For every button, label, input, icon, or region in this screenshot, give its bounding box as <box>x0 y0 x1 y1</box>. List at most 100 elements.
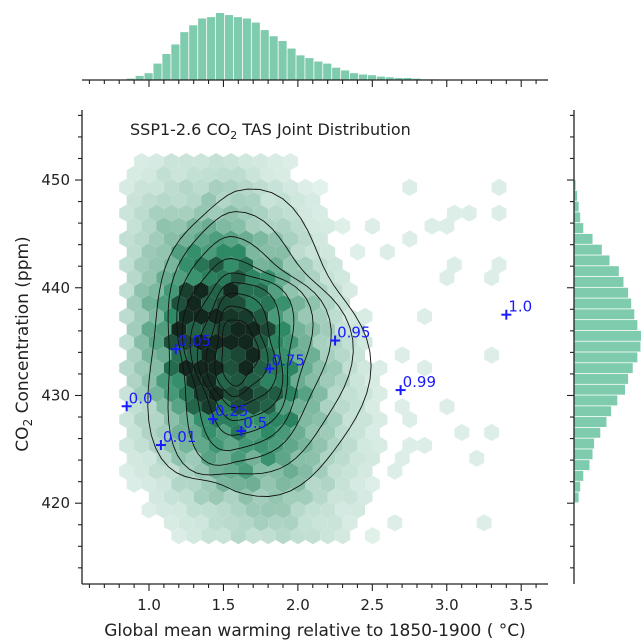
hexbin-cell <box>342 333 358 351</box>
hexbin-cell <box>238 256 254 274</box>
hexbin-cell <box>268 204 284 222</box>
hexbin-cell <box>350 398 365 416</box>
hexbin-cell <box>238 411 254 429</box>
x-hist-bar <box>260 30 269 81</box>
quantile-point: 0.95 <box>330 324 371 346</box>
hexbin-cell <box>126 191 142 209</box>
hexbin-cell <box>126 346 142 364</box>
hexbin-cell <box>201 191 217 209</box>
hexbin-cell <box>298 359 313 377</box>
hexbin-cell <box>253 359 269 377</box>
hexbin-cell <box>149 333 164 351</box>
hexbin-cell <box>491 204 507 222</box>
hexbin-cell <box>134 359 149 377</box>
hexbin-cell <box>231 346 246 364</box>
hexbin-cell <box>156 372 172 390</box>
y-marginal-histogram <box>574 180 641 503</box>
hexbin-cell <box>134 385 149 403</box>
hexbin-cell <box>283 256 298 274</box>
y-hist-bar <box>574 320 638 331</box>
hexbin-cell <box>178 307 194 325</box>
hexbin-cell <box>290 320 306 338</box>
hexbin-cell <box>149 462 164 480</box>
hexbin-cell <box>223 462 239 480</box>
hexbin-cell <box>283 204 298 222</box>
hexbin-cell <box>484 269 500 287</box>
hexbin-cell <box>238 178 254 196</box>
hexbin-cell <box>134 333 149 351</box>
hexbin-cell <box>350 501 365 519</box>
hexbin-cell <box>245 165 261 184</box>
hexbin-cell <box>193 204 209 222</box>
y-hist-bar <box>574 180 576 190</box>
x-hist-bar <box>314 61 323 80</box>
hexbin-cell <box>126 423 142 442</box>
hexbin-cell <box>186 449 202 467</box>
hexbin-cell <box>305 243 321 261</box>
hexbin-cell <box>461 204 477 222</box>
hexbin-cell <box>208 282 224 300</box>
hexbin-cell <box>365 475 380 493</box>
hexbin-cell <box>268 230 284 248</box>
y-hist-bar <box>574 201 579 212</box>
hexbin-cell <box>149 153 164 171</box>
hexbin-cell <box>484 346 500 364</box>
hexbin-cell <box>394 449 410 467</box>
hexbin-cell <box>350 243 365 261</box>
hexbin-cell <box>298 514 313 532</box>
hexbin-cell <box>208 359 224 377</box>
hexbin-cell <box>119 256 135 274</box>
quantile-point: 0.05 <box>170 332 211 355</box>
y-hist-bar <box>574 373 629 384</box>
hexbin-cell <box>186 269 202 287</box>
hexbin-cell <box>201 475 217 493</box>
hexbin-cell <box>402 230 418 248</box>
hexbin-cell <box>193 462 209 480</box>
hexbin-cell <box>260 269 276 287</box>
hexbin-cell <box>312 204 328 222</box>
hexbin-cell <box>298 436 313 454</box>
x-axis-label: Global mean warming relative to 1850-190… <box>104 621 526 641</box>
hexbin-cell <box>186 527 202 545</box>
hexbin-cell <box>231 475 246 493</box>
hexbin-cell <box>290 501 306 519</box>
hexbin-cell <box>163 178 179 196</box>
hexbin-density <box>119 153 507 545</box>
hexbin-cell <box>119 282 135 300</box>
kde-contour-line <box>196 282 284 422</box>
hexbin-cell <box>216 501 231 519</box>
kde-contour-line <box>181 258 314 452</box>
hexbin-cell <box>193 256 209 274</box>
hexbin-cell <box>201 165 217 184</box>
hexbin-cell <box>119 411 135 429</box>
hexbin-cell <box>149 385 164 403</box>
quantile-point: 0.0 <box>121 389 153 412</box>
hexbin-cell <box>156 191 172 209</box>
hexbin-cell <box>260 527 276 545</box>
hexbin-cell <box>268 282 284 300</box>
y-hist-bar <box>574 406 612 417</box>
hexbin-cell <box>178 411 194 429</box>
hexbin-cell <box>193 153 209 171</box>
hexbin-cell <box>119 307 135 325</box>
hexbin-cell <box>268 359 284 377</box>
hexbin-cell <box>216 527 231 545</box>
hexbin-cell <box>134 230 149 248</box>
hexbin-cell <box>253 178 269 196</box>
quantile-label: 0.25 <box>215 402 248 420</box>
hexbin-cell <box>216 165 231 184</box>
kde-contour-line <box>205 292 278 408</box>
hexbin-cell <box>156 501 172 519</box>
hexbin-cell <box>149 411 164 429</box>
hexbin-cell <box>275 501 291 519</box>
y-hist-bar <box>574 395 618 406</box>
y-hist-bar <box>574 190 578 201</box>
hexbin-cell <box>275 449 291 467</box>
hexbin-cell <box>208 230 224 248</box>
hexbin-cell <box>201 527 217 545</box>
y-tick-label: 430 <box>41 386 70 404</box>
x-hist-bar <box>403 77 412 80</box>
x-hist-bar <box>242 18 251 80</box>
hexbin-cell <box>305 501 321 519</box>
hexbin-cell <box>149 488 164 506</box>
